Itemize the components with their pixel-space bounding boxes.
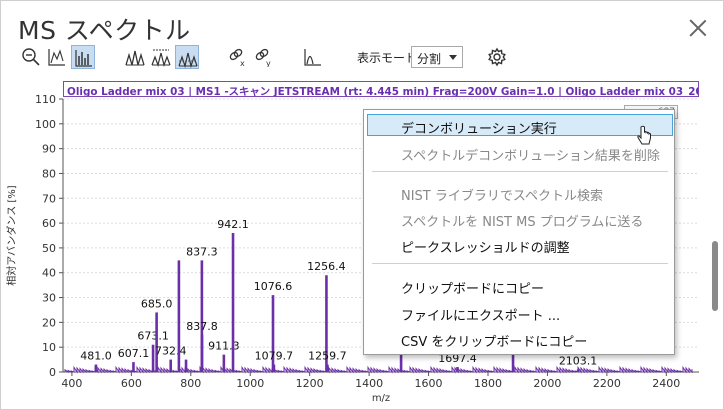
peak-label: 607.1 — [118, 347, 150, 360]
y-tick-label: 60 — [42, 217, 56, 230]
y-tick-label: 40 — [42, 267, 56, 280]
peak-label: 837.3 — [186, 245, 218, 258]
y-tick-label: 90 — [42, 143, 56, 156]
link-x-icon[interactable]: x — [225, 45, 249, 69]
peak-label: 673.1 — [137, 330, 169, 343]
peak-label: 1079.7 — [255, 350, 294, 363]
x-tick-label: 1200 — [296, 377, 324, 390]
x-tick-label: 2400 — [652, 377, 680, 390]
y-tick-label: 110 — [35, 93, 56, 106]
y-axis-label: 相対アバンダンス [%] — [5, 185, 18, 285]
menu-item-peak-threshold[interactable]: ピークスレッショルドの調整 — [401, 241, 570, 256]
peak-label: 1697.4 — [438, 352, 477, 365]
link-y-icon[interactable]: y — [251, 45, 275, 69]
y-tick-label: 80 — [42, 167, 56, 180]
menu-separator — [372, 171, 668, 172]
gear-icon[interactable] — [487, 47, 507, 71]
y-tick-label: 70 — [42, 192, 56, 205]
x-tick-label: 800 — [180, 377, 201, 390]
hand-cursor-icon — [637, 125, 651, 145]
baseline-noise — [64, 365, 693, 374]
peak-threshold-icon[interactable] — [175, 45, 199, 69]
spectrum-header: Oligo Ladder mix 03 | MS1 -スキャン JETSTREA… — [63, 81, 699, 97]
peak-label: 1256.4 — [307, 260, 346, 273]
profile-icon[interactable] — [301, 45, 325, 69]
close-icon[interactable] — [689, 19, 707, 37]
y-tick-label: 0 — [49, 366, 56, 379]
x-tick-label: 400 — [61, 377, 82, 390]
svg-text:y: y — [266, 59, 271, 67]
toolbar: x y — [19, 45, 539, 71]
display-mode-select[interactable]: 分割 — [411, 46, 463, 68]
x-axis-label: m/z — [372, 393, 390, 404]
menu-item-copy-clipboard[interactable]: クリップボードにコピー — [401, 282, 545, 297]
peak-label: 2103.1 — [559, 355, 598, 368]
x-tick-label: 600 — [121, 377, 142, 390]
peak-outline-icon[interactable] — [149, 45, 173, 69]
window-title: MS スペクトル — [18, 16, 191, 45]
bar-spectrum-icon[interactable] — [71, 45, 95, 69]
y-tick-label: 20 — [42, 316, 56, 329]
chevron-down-icon — [449, 55, 457, 60]
menu-item-copy-csv[interactable]: CSV をクリップボードにコピー — [401, 335, 588, 350]
x-tick-label: 1600 — [415, 377, 443, 390]
y-tick-label: 50 — [42, 242, 56, 255]
peak-label: 837.8 — [186, 320, 218, 333]
peak-label: 685.0 — [141, 297, 173, 310]
menu-item-send-to-nist[interactable]: スペクトルを NIST MS プログラムに送る — [401, 215, 644, 230]
menu-separator — [372, 263, 668, 264]
menu-item-delete-deconvolution[interactable]: スペクトルデコンボリューション結果を削除 — [401, 149, 660, 164]
line-spectrum-icon[interactable] — [45, 45, 69, 69]
peak-label: 942.1 — [217, 218, 249, 231]
y-tick-label: 30 — [42, 292, 56, 305]
peak-label: 1259.7 — [308, 350, 347, 363]
zoom-out-icon[interactable] — [19, 45, 43, 69]
menu-item-nist-search[interactable]: NIST ライブラリでスペクトル検索 — [401, 189, 603, 204]
y-tick-label: 100 — [35, 118, 56, 131]
y-tick-label: 10 — [42, 341, 56, 354]
peak-label-icon[interactable] — [123, 45, 147, 69]
menu-item-export-file[interactable]: ファイルにエクスポート ... — [401, 309, 561, 324]
peak-label: 732.4 — [155, 345, 187, 358]
display-mode-value: 分割 — [417, 52, 442, 66]
scroll-thumb[interactable] — [712, 241, 718, 311]
menu-item-deconvolution[interactable]: デコンボリューション実行 — [367, 114, 673, 137]
x-tick-label: 1000 — [236, 377, 264, 390]
x-tick-label: 1800 — [474, 377, 502, 390]
spectrum-plot[interactable]: 0 10 20 30 40 50 60 70 80 90 100 110 400 600 800 1000 12… — [1, 77, 711, 407]
svg-text:x: x — [240, 59, 245, 67]
vertical-scrollbar[interactable] — [709, 81, 721, 381]
x-tick-label: 1400 — [355, 377, 383, 390]
context-menu: デコンボリューション実行 スペクトルデコンボリューション結果を削除 NIST ラ… — [363, 109, 675, 355]
peak-label: 1076.6 — [254, 280, 293, 293]
peak-label: 911.3 — [208, 340, 240, 353]
x-tick-label: 2000 — [533, 377, 561, 390]
peak-label: 481.0 — [80, 350, 112, 363]
x-tick-label: 2200 — [593, 377, 621, 390]
display-mode-label: 表示モード — [357, 51, 418, 65]
